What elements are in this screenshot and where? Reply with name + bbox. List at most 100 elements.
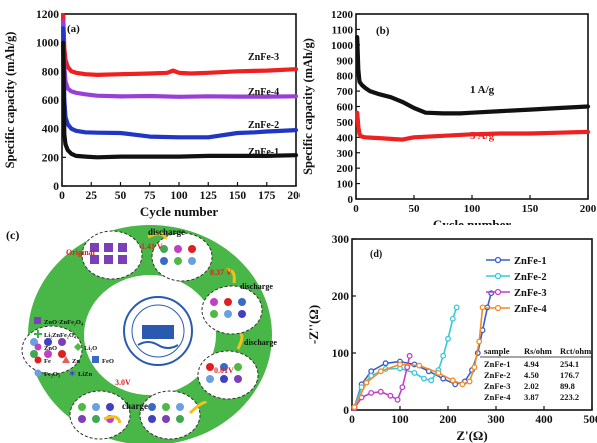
particle	[148, 403, 156, 411]
legend-text: Fe₂O₃	[44, 371, 60, 378]
y-tick-label: 100	[332, 348, 350, 360]
data-point	[428, 377, 435, 384]
particle	[78, 403, 86, 411]
table-cell: ZnFe-3	[484, 381, 510, 391]
logo-wave	[137, 341, 179, 349]
particle	[220, 363, 228, 371]
particle	[176, 415, 184, 423]
legend-symbol	[34, 369, 42, 377]
table-cell: 223.2	[560, 392, 579, 402]
step-label-v037: 0.37 V	[210, 268, 232, 277]
y-tick-label: 1200	[36, 9, 59, 21]
x-tick-label: 0	[349, 414, 355, 426]
state-bubble	[139, 390, 201, 440]
series-line-znfe-4	[61, 19, 299, 99]
x-tick-label: 75	[144, 190, 156, 202]
step-label-original: Original	[66, 248, 96, 257]
series-label: ZnFe-1	[248, 147, 279, 158]
data-point	[377, 368, 384, 375]
x-axis-label: Cycle number	[140, 204, 219, 219]
x-axis-label: Cycle number	[433, 217, 512, 225]
data-point	[399, 384, 406, 391]
table-header: Rct/ohm	[560, 346, 591, 356]
panel-label-b: (b)	[376, 25, 390, 37]
y-tick-label: 900	[337, 55, 354, 67]
x-tick-label: 150	[522, 203, 539, 215]
y-tick-label: 600	[337, 102, 354, 114]
particle	[188, 257, 196, 265]
x-tick-label: 200	[439, 414, 457, 426]
table-cell: 89.8	[560, 381, 575, 391]
y-tick-label: 100	[337, 179, 354, 191]
data-point	[440, 352, 447, 359]
particle	[174, 245, 182, 253]
data-point	[406, 352, 413, 359]
particle	[58, 350, 66, 358]
chart-b: 0 50 100 150 200 0 100 200 300 400 500 600 700 800 900…	[301, 9, 597, 225]
data-point	[466, 378, 473, 385]
y-tick-label: 400	[42, 124, 60, 136]
legend-label: ZnFe-4	[514, 304, 547, 315]
series-line-5-a-g	[355, 110, 591, 142]
data-point	[411, 369, 418, 376]
legend-marker	[494, 256, 502, 264]
y-tick-label: 300	[332, 234, 350, 246]
particle	[30, 338, 38, 346]
table-header: Rs/ohm	[524, 346, 552, 356]
y-tick-label: 0	[348, 194, 354, 206]
series-line-znfe-3	[61, 13, 299, 78]
cycle-arrow	[147, 232, 168, 240]
legend-symbol	[92, 356, 99, 363]
particle	[238, 298, 246, 306]
x-tick-label: 100	[464, 203, 481, 215]
legend-symbol	[34, 356, 42, 364]
table-cell: 4.94	[524, 359, 540, 369]
y-tick-label: 1100	[332, 24, 354, 36]
y-tick-label: 300	[337, 148, 354, 160]
x-tick-label: 0	[59, 190, 65, 202]
panel-label-d: (d)	[370, 249, 382, 260]
particle	[30, 350, 38, 358]
state-bubble	[197, 350, 259, 400]
table-cell: 254.1	[560, 359, 579, 369]
y-tick-label: 400	[337, 132, 354, 144]
y-axis-label: Specific capacity (mAh/g)	[3, 32, 17, 169]
table-cell: 3.87	[524, 392, 540, 402]
table-cell: ZnFe-4	[484, 392, 511, 402]
legend-label: ZnFe-3	[514, 288, 547, 299]
series-label: 5 A/g	[470, 130, 495, 142]
x-tick-label: 200	[580, 203, 597, 215]
series-line-znfe-1	[61, 40, 299, 160]
y-tick-label: 200	[42, 152, 60, 164]
particle	[92, 403, 100, 411]
legend-marker	[494, 288, 502, 296]
particle	[188, 245, 196, 253]
particle	[174, 257, 182, 265]
particle	[160, 257, 168, 265]
x-tick-label: 0	[353, 203, 359, 215]
x-tick-label: 150	[229, 190, 247, 202]
particle	[162, 415, 170, 423]
particle	[234, 375, 242, 383]
diagram-c: (c) discharge 1.41 V Original 0.37 V discharg…	[6, 225, 277, 443]
logo-inner-ring	[131, 304, 185, 358]
particle	[176, 403, 184, 411]
series-line-znfe-1	[353, 292, 492, 408]
table-cell: 2.02	[524, 381, 539, 391]
data-point	[435, 369, 442, 376]
data-point	[476, 338, 483, 345]
particle	[234, 363, 242, 371]
data-point	[394, 396, 401, 403]
legend-text: Li₂O	[84, 345, 97, 352]
chart-a: 0 25 50 75 100 125 150 175 200 0 200 400 600 800 1000 1…	[3, 9, 300, 219]
particle	[224, 310, 232, 318]
particle	[224, 298, 232, 306]
particle	[210, 298, 218, 306]
particle	[104, 255, 113, 264]
data-point	[368, 389, 375, 396]
y-tick-label: 1000	[36, 38, 59, 50]
legend-marker	[494, 304, 502, 312]
legend-symbol	[34, 330, 42, 338]
table-cell: 176.7	[560, 370, 580, 380]
legend-label: ZnFe-2	[514, 272, 547, 283]
